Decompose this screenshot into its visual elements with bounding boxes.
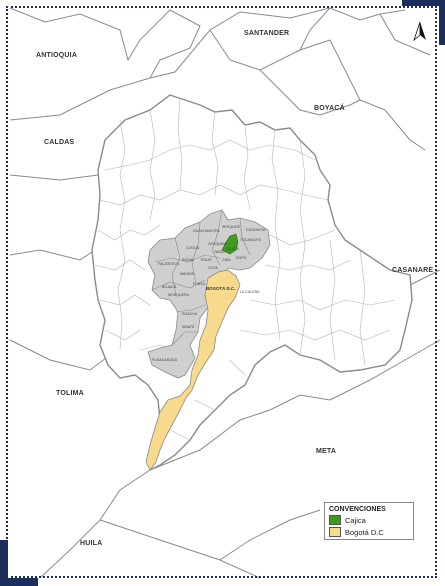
legend-label-bogota: Bogotá D.C bbox=[345, 527, 384, 537]
north-arrow bbox=[410, 20, 430, 44]
label-tenjo: TENJO bbox=[200, 258, 212, 262]
legend-item-cajica: Cajica bbox=[329, 515, 409, 525]
label-boyaca: BOYACÁ bbox=[314, 105, 345, 112]
label-sesquile: SESQUILÉ bbox=[222, 225, 240, 229]
bogota-region bbox=[145, 269, 241, 471]
legend-label-cajica: Cajica bbox=[345, 515, 366, 525]
legend-swatch-cajica bbox=[329, 515, 341, 525]
label-huila: HUILA bbox=[80, 540, 103, 547]
label-tabio: TABIO bbox=[214, 250, 225, 254]
label-sopo: SOPÓ bbox=[236, 256, 247, 260]
label-zipaquira: ZIPAQUIRÁ bbox=[208, 242, 228, 246]
label-bogota: BOGOTÁ D.C. bbox=[206, 286, 236, 291]
label-santander: SANTANDER bbox=[244, 30, 290, 37]
frame-corner-right bbox=[439, 0, 445, 45]
frame-corner-bottom-left bbox=[0, 578, 38, 586]
label-cota: COTA bbox=[208, 266, 218, 270]
label-sibate: SIBATÉ bbox=[182, 325, 195, 329]
legend-item-bogota: Bogotá D.C bbox=[329, 527, 409, 537]
legend-swatch-bogota bbox=[329, 527, 341, 537]
label-la-calera: LA CALERA bbox=[240, 290, 260, 294]
label-guatavita: GUATAVITA bbox=[246, 228, 266, 232]
frame-corner-left bbox=[0, 540, 8, 586]
department-boundaries bbox=[9, 7, 441, 579]
frame-corner-top-right bbox=[402, 0, 445, 6]
cundinamarca-outline bbox=[91, 94, 413, 472]
label-tolima: TOLIMA bbox=[56, 390, 84, 397]
label-caldas: CALDAS bbox=[44, 139, 75, 146]
label-soacha: SOACHA bbox=[182, 312, 198, 316]
label-bojaca: BOJACÁ bbox=[162, 285, 177, 289]
label-mosquera: MOSQUERA bbox=[168, 293, 189, 297]
map-frame bbox=[6, 6, 437, 578]
label-facatativa: FACATATIVÁ bbox=[158, 262, 180, 266]
label-fusagasuga: FUSAGASUGÁ bbox=[152, 358, 177, 362]
label-cogua: COGUA bbox=[186, 246, 200, 250]
label-chia: CHÍA bbox=[222, 258, 231, 262]
label-tocancipa: TOCANCIPÁ bbox=[240, 238, 261, 242]
north-arrow-icon bbox=[413, 21, 426, 42]
label-funza: FUNZA bbox=[193, 282, 205, 286]
label-madrid: MADRID bbox=[180, 272, 195, 276]
label-rosal: ROSAL bbox=[182, 258, 195, 262]
label-cajica: CAJICÁ bbox=[226, 247, 239, 251]
metro-municipality-lines bbox=[151, 209, 251, 346]
legend-title: CONVENCIONES bbox=[329, 506, 386, 513]
label-antioquia: ANTIOQUIA bbox=[36, 52, 78, 59]
label-meta: META bbox=[316, 448, 337, 455]
municipality-boundaries bbox=[94, 97, 396, 441]
legend-box: CONVENCIONES Cajica Bogotá D.C bbox=[324, 502, 414, 540]
cajica-region bbox=[221, 233, 239, 255]
label-casanare: CASANARE bbox=[392, 267, 434, 274]
label-guachancipa: GUACHANCIPÁ bbox=[193, 229, 220, 233]
